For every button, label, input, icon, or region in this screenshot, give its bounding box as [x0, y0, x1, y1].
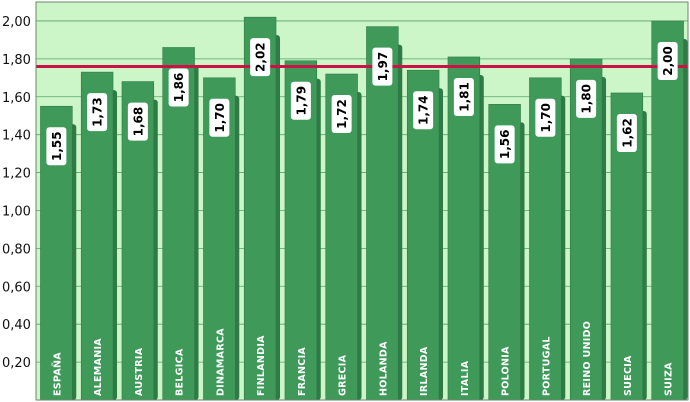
value-label-text: 1,62 [620, 118, 634, 148]
value-label-box [127, 102, 148, 141]
value-label-box [453, 77, 474, 116]
value-label: 1,55 [46, 127, 67, 166]
value-label-text: 1,79 [294, 86, 308, 116]
category-label: ITALIA [460, 360, 471, 396]
category-label: POLONIA [501, 346, 512, 396]
bar [366, 26, 399, 401]
value-label: 2,00 [657, 41, 678, 80]
value-label-text: 1,68 [131, 107, 145, 137]
value-label: 1,62 [616, 113, 637, 152]
value-label-box [331, 95, 352, 134]
value-label-box [168, 68, 189, 107]
category-label: FRANCIA [297, 347, 308, 396]
value-label-box [657, 41, 678, 80]
value-labels: 1,55 1,73 1,68 1,86 1,70 2,02 1,79 1,72 1,97 1,74… [46, 38, 678, 166]
y-axis-tick-labels: 0,20 0,40 0,60 0,80 1,00 1,20 1,40 1,60 1,80 2,00 [2, 15, 31, 371]
category-labels: ESPAÑA ALEMANIA AUSTRIA BELGICA DINAMARCA FIN… [52, 321, 674, 396]
value-label-text: 2,00 [661, 46, 675, 76]
value-label-box [87, 93, 108, 132]
category-label: SUIZA [664, 362, 675, 396]
value-label-text: 2,02 [254, 42, 268, 72]
value-label-box [290, 81, 311, 120]
category-label: PORTUGAL [541, 336, 552, 396]
value-label-box [250, 38, 271, 77]
y-tick-label: 1,60 [2, 91, 31, 106]
category-label: GRECIA [338, 354, 349, 396]
value-label-text: 1,55 [50, 131, 64, 161]
y-tick-label: 1,00 [2, 204, 31, 219]
category-label: HOLANDA [378, 341, 389, 396]
value-label-box [535, 98, 556, 137]
value-label: 1,79 [290, 81, 311, 120]
value-label: 1,70 [535, 98, 556, 137]
value-label-text: 1,72 [335, 99, 349, 129]
y-tick-label: 0,40 [2, 318, 31, 333]
value-label-box [576, 79, 597, 118]
y-tick-label: 1,80 [2, 53, 31, 68]
value-label-text: 1,73 [91, 97, 105, 127]
bars [40, 16, 688, 401]
value-label-box [372, 47, 393, 86]
bar [243, 16, 277, 401]
category-label: REINO UNIDO [582, 321, 593, 396]
value-label: 1,81 [453, 77, 474, 116]
value-label-text: 1,74 [417, 95, 431, 125]
value-label: 1,72 [331, 95, 352, 134]
category-label: ALEMANIA [93, 338, 104, 396]
value-label: 1,73 [87, 93, 108, 132]
category-label: IRLANDA [419, 346, 430, 396]
value-label: 2,02 [250, 38, 271, 77]
value-label-box [413, 91, 434, 130]
category-label: ESPAÑA [52, 352, 63, 396]
category-label: AUSTRIA [134, 347, 145, 396]
category-label: BELGICA [175, 348, 186, 396]
category-label: SUECIA [623, 355, 634, 396]
value-label-box [494, 125, 515, 164]
y-tick-label: 0,60 [2, 280, 31, 295]
value-label-text: 1,97 [376, 52, 390, 82]
value-label: 1,86 [168, 68, 189, 107]
value-label: 1,80 [576, 79, 597, 118]
value-label: 1,56 [494, 125, 515, 164]
value-label-text: 1,70 [539, 103, 553, 133]
value-label-text: 1,70 [213, 103, 227, 133]
y-tick-label: 1,40 [2, 129, 31, 144]
bar [121, 81, 155, 401]
category-label: FINLANDIA [256, 335, 267, 396]
value-label-text: 1,80 [580, 84, 594, 114]
value-label: 1,68 [127, 102, 148, 141]
value-label: 1,70 [209, 98, 230, 137]
bar [651, 20, 684, 401]
category-label: DINAMARCA [215, 328, 226, 396]
value-label: 1,74 [413, 91, 434, 130]
y-tick-label: 0,80 [2, 242, 31, 257]
value-label-box [209, 98, 230, 137]
value-label-text: 1,81 [457, 82, 471, 112]
y-tick-label: 1,20 [2, 167, 31, 182]
value-label-text: 1,56 [498, 130, 512, 160]
value-label: 1,97 [372, 47, 393, 86]
value-label-text: 1,86 [172, 73, 186, 103]
y-tick-label: 0,20 [2, 356, 31, 371]
plot-border [35, 1, 689, 401]
value-label-box [616, 113, 637, 152]
bar [325, 73, 358, 401]
value-label-box [46, 127, 67, 166]
y-tick-label: 2,00 [2, 15, 31, 30]
